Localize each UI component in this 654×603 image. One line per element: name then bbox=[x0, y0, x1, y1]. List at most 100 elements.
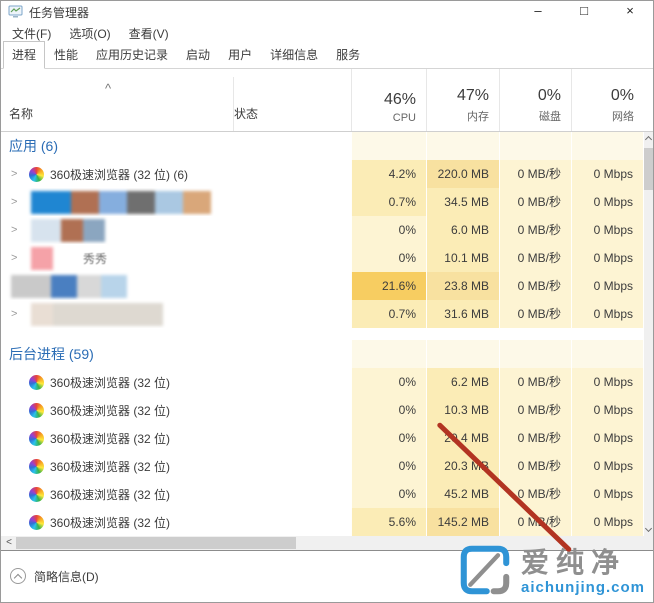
process-row[interactable]: 360极速浏览器 (32 位) 0% 45.2 MB 0 MB/秒 0 Mbps bbox=[1, 480, 644, 508]
tab-bar: 进程 性能 应用历史记录 启动 用户 详细信息 服务 bbox=[1, 41, 653, 69]
process-name-area: >360极速浏览器 (32 位) (6) bbox=[1, 160, 351, 188]
group-header-row[interactable]: 后台进程 (59) bbox=[1, 340, 644, 368]
process-row[interactable]: 360极速浏览器 (32 位) 0% 6.2 MB 0 MB/秒 0 Mbps bbox=[1, 368, 644, 396]
usage-cell: 0% bbox=[351, 396, 426, 424]
column-header-disk[interactable]: 0% 磁盘 bbox=[499, 69, 571, 131]
process-row[interactable]: 360极速浏览器 (32 位) 0% 10.3 MB 0 MB/秒 0 Mbps bbox=[1, 396, 644, 424]
process-name-area: 360极速浏览器 (32 位) bbox=[1, 368, 351, 396]
title-bar: 任务管理器 – □ × bbox=[1, 1, 653, 23]
usage-cell: 145.2 MB bbox=[426, 508, 499, 536]
expand-icon[interactable]: > bbox=[11, 196, 18, 208]
usage-cell: 0 MB/秒 bbox=[499, 508, 571, 536]
tab-app-history[interactable]: 应用历史记录 bbox=[96, 48, 169, 62]
window-controls: – □ × bbox=[515, 1, 653, 23]
expand-icon[interactable]: > bbox=[11, 224, 18, 236]
expand-icon[interactable]: > bbox=[11, 252, 18, 264]
menu-file[interactable]: 文件(F) bbox=[12, 26, 52, 41]
horizontal-scrollbar-thumb[interactable] bbox=[16, 537, 296, 549]
process-row[interactable]: 360极速浏览器 (32 位) 0% 20.4 MB 0 MB/秒 0 Mbps bbox=[1, 424, 644, 452]
process-name-area: > bbox=[1, 300, 351, 328]
usage-cell: 0% bbox=[351, 368, 426, 396]
vertical-scrollbar-thumb[interactable] bbox=[644, 148, 653, 190]
browser-360-icon bbox=[29, 374, 44, 390]
heat-cell bbox=[351, 340, 426, 368]
usage-cell: 31.6 MB bbox=[426, 300, 499, 328]
usage-cell: 0.7% bbox=[351, 300, 426, 328]
tab-users[interactable]: 用户 bbox=[228, 48, 253, 62]
process-name: 360极速浏览器 (32 位) bbox=[50, 459, 171, 474]
scroll-left-icon[interactable]: < bbox=[6, 537, 12, 548]
usage-cell: 10.1 MB bbox=[426, 244, 499, 272]
usage-cell: 0 MB/秒 bbox=[499, 216, 571, 244]
heat-cell bbox=[499, 340, 571, 368]
usage-cell: 0 Mbps bbox=[571, 160, 644, 188]
heat-cell bbox=[426, 132, 499, 160]
menu-options[interactable]: 选项(O) bbox=[69, 26, 111, 41]
collapse-details-icon[interactable] bbox=[10, 568, 26, 584]
usage-cell: 0% bbox=[351, 452, 426, 480]
process-name-area: > 秀秀 bbox=[1, 244, 351, 272]
process-row[interactable]: >0.7% 31.6 MB 0 MB/秒 0 Mbps bbox=[1, 300, 644, 328]
column-header-network[interactable]: 0% 网络 bbox=[571, 69, 644, 131]
statusbar-divider bbox=[1, 550, 653, 551]
watermark-title: 爱纯净 bbox=[520, 546, 626, 578]
browser-360-icon bbox=[29, 166, 44, 182]
expand-icon[interactable]: > bbox=[11, 168, 18, 180]
browser-360-icon bbox=[29, 486, 44, 502]
group-label: 后台进程 (59) bbox=[9, 346, 94, 362]
process-row[interactable]: 360极速浏览器 (32 位) 0% 20.3 MB 0 MB/秒 0 Mbps bbox=[1, 452, 644, 480]
expand-icon[interactable]: > bbox=[11, 308, 18, 320]
scroll-up-icon[interactable] bbox=[644, 135, 653, 144]
browser-360-icon bbox=[29, 514, 44, 530]
tab-processes[interactable]: 进程 bbox=[3, 41, 46, 69]
column-label-cpu: CPU bbox=[392, 112, 416, 124]
process-row[interactable]: >360极速浏览器 (32 位) (6) 4.2% 220.0 MB 0 MB/秒 0 … bbox=[1, 160, 644, 188]
censored-mosaic bbox=[31, 302, 163, 326]
task-manager-app-icon bbox=[8, 5, 24, 19]
close-button[interactable]: × bbox=[626, 3, 634, 18]
column-header-cpu[interactable]: 46% CPU bbox=[351, 69, 426, 131]
tab-startup[interactable]: 启动 bbox=[186, 48, 211, 62]
process-name: 360极速浏览器 (32 位) bbox=[50, 487, 171, 502]
fewer-details-button[interactable]: 简略信息(D) bbox=[34, 569, 99, 584]
usage-cell: 0 Mbps bbox=[571, 244, 644, 272]
maximize-button[interactable]: □ bbox=[580, 3, 588, 18]
menu-view[interactable]: 查看(V) bbox=[128, 26, 169, 41]
usage-cell: 0 Mbps bbox=[571, 508, 644, 536]
usage-cell: 10.3 MB bbox=[426, 396, 499, 424]
usage-cell: 0 Mbps bbox=[571, 396, 644, 424]
column-header-memory[interactable]: 47% 内存 bbox=[426, 69, 499, 131]
group-header-row[interactable]: 应用 (6) bbox=[1, 132, 644, 160]
process-row[interactable]: 21.6% 23.8 MB 0 MB/秒 0 Mbps bbox=[1, 272, 644, 300]
usage-cell: 0 Mbps bbox=[571, 480, 644, 508]
process-row[interactable]: >0.7% 34.5 MB 0 MB/秒 0 Mbps bbox=[1, 188, 644, 216]
usage-cell: 0 Mbps bbox=[571, 272, 644, 300]
process-row[interactable]: > 秀秀 0% 10.1 MB 0 MB/秒 0 Mbps bbox=[1, 244, 644, 272]
tab-services[interactable]: 服务 bbox=[336, 48, 361, 62]
column-separator bbox=[233, 77, 234, 131]
process-row[interactable]: 360极速浏览器 (32 位) 5.6%145.2 MB0 MB/秒0 Mbps bbox=[1, 508, 644, 536]
tab-details[interactable]: 详细信息 bbox=[270, 48, 319, 62]
usage-cell: 220.0 MB bbox=[426, 160, 499, 188]
browser-360-icon bbox=[29, 430, 44, 446]
tab-performance[interactable]: 性能 bbox=[54, 48, 79, 62]
scroll-down-icon[interactable] bbox=[644, 524, 653, 533]
usage-cell: 0 MB/秒 bbox=[499, 300, 571, 328]
usage-cell: 0 MB/秒 bbox=[499, 272, 571, 300]
usage-cell: 0 Mbps bbox=[571, 424, 644, 452]
usage-cell: 0% bbox=[351, 216, 426, 244]
value-column-headers: 46% CPU 47% 内存 0% 磁盘 0% 网络 bbox=[351, 69, 644, 131]
browser-360-icon bbox=[29, 458, 44, 474]
process-name-area: 360极速浏览器 (32 位) bbox=[1, 424, 351, 452]
vertical-scrollbar[interactable] bbox=[644, 132, 653, 536]
usage-cell: 0% bbox=[351, 244, 426, 272]
usage-cell: 0% bbox=[351, 480, 426, 508]
process-row[interactable]: >0% 6.0 MB 0 MB/秒 0 Mbps bbox=[1, 216, 644, 244]
minimize-button[interactable]: – bbox=[534, 3, 542, 18]
column-header-status[interactable]: 状态 bbox=[234, 107, 259, 121]
watermark-domain: aichunjing.com bbox=[520, 578, 645, 596]
usage-cell: 20.3 MB bbox=[426, 452, 499, 480]
column-label-disk: 磁盘 bbox=[539, 111, 561, 123]
column-header-name[interactable]: 名称 bbox=[9, 107, 34, 121]
usage-cell: 0 Mbps bbox=[571, 452, 644, 480]
